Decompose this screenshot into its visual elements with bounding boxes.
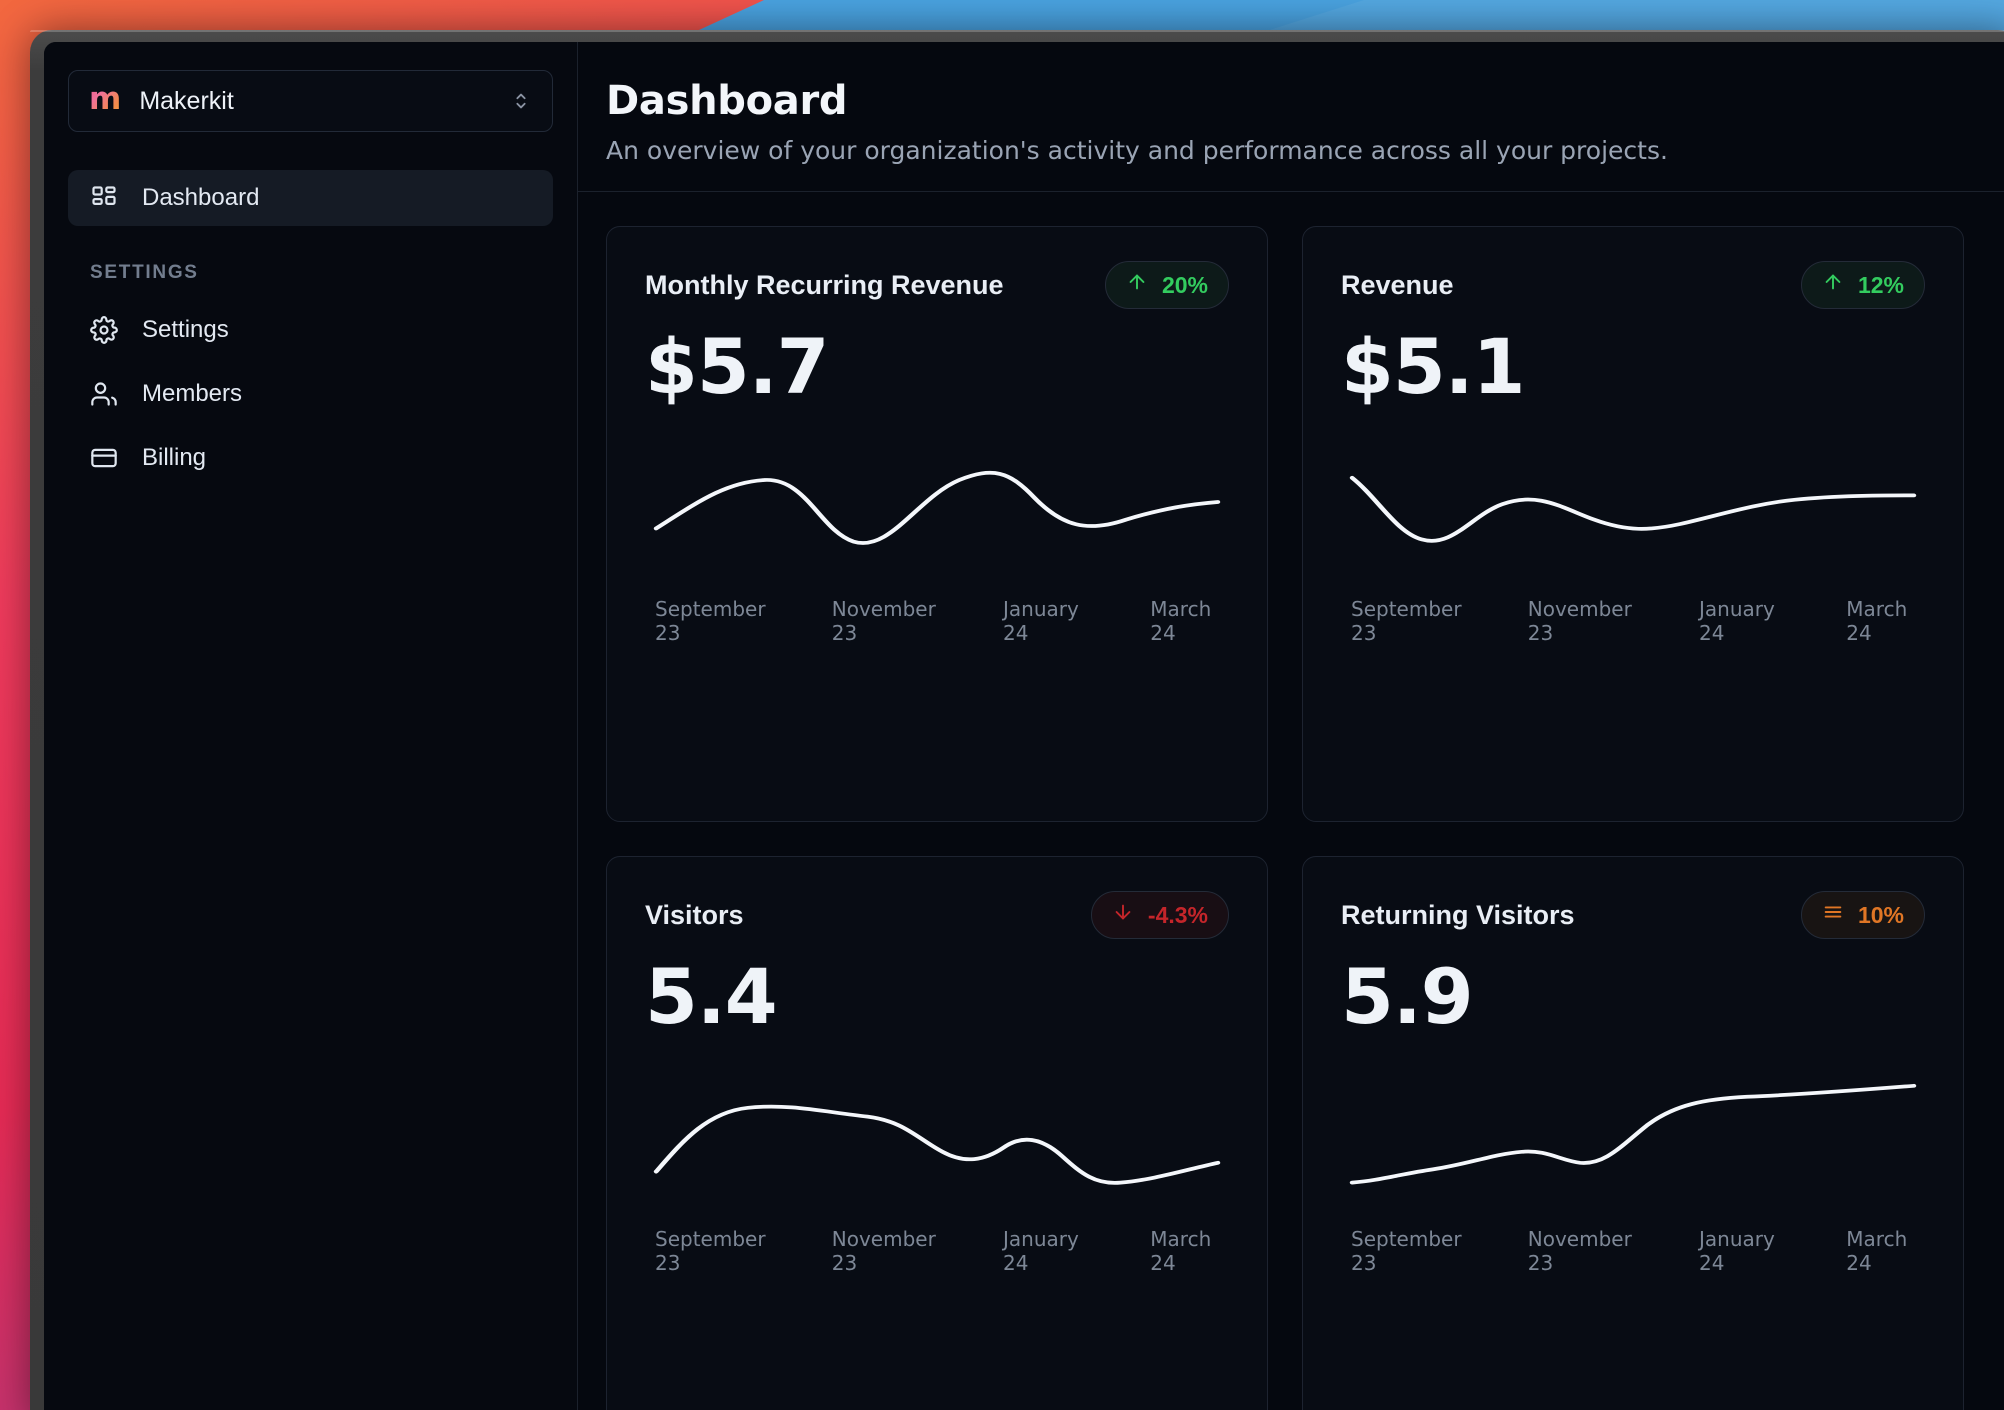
x-tick-label: September 23 — [655, 597, 766, 645]
stat-card-returning-visitors: Returning Visitors 10% 5.9 September 23 — [1302, 856, 1964, 1410]
trend-badge-value: 20% — [1161, 271, 1208, 298]
x-tick-label: September 23 — [1351, 597, 1462, 645]
x-axis-ticks: September 23 November 23 January 24 Marc… — [1341, 597, 1925, 645]
sidebar-item-billing[interactable]: Billing — [68, 430, 553, 486]
x-axis-ticks: September 23 November 23 January 24 Marc… — [1341, 1227, 1925, 1275]
header-divider — [578, 191, 2004, 192]
x-tick-label: March 24 — [1150, 597, 1212, 645]
sidebar-item-label: Billing — [142, 444, 207, 471]
card-value: $5.1 — [1341, 322, 1526, 411]
card-title: Returning Visitors — [1341, 899, 1575, 930]
x-tick-label: January 24 — [1698, 1227, 1775, 1275]
trend-badge[interactable]: 10% — [1800, 891, 1925, 939]
sparkline-chart: September 23 November 23 January 24 Marc… — [645, 447, 1229, 645]
org-switcher[interactable]: m Makerkit — [68, 70, 553, 132]
sparkline-svg — [653, 471, 1221, 545]
trend-badge-value: 10% — [1857, 901, 1904, 928]
x-tick-label: November 23 — [1527, 1227, 1632, 1275]
x-axis-ticks: September 23 November 23 January 24 Marc… — [645, 597, 1229, 645]
sparkline-chart: September 23 November 23 January 24 Marc… — [1341, 1077, 1925, 1275]
trend-badge[interactable]: 20% — [1104, 261, 1229, 309]
x-tick-label: March 24 — [1846, 1227, 1908, 1275]
x-tick-label: September 23 — [1351, 1227, 1462, 1275]
card-header: Returning Visitors 10% — [1341, 891, 1925, 939]
chevron-up-down-icon — [510, 90, 532, 112]
sidebar-settings-group: Settings Members — [68, 302, 553, 486]
sidebar-item-dashboard[interactable]: Dashboard — [68, 170, 553, 226]
makerkit-logo-icon: m — [89, 80, 122, 117]
card-header: Revenue 12% — [1341, 261, 1925, 309]
x-tick-label: January 24 — [1698, 597, 1775, 645]
main-content: Dashboard An overview of your organizati… — [578, 42, 2004, 1410]
arrow-up-icon — [1822, 271, 1844, 299]
sparkline-svg — [653, 1104, 1221, 1185]
sparkline-chart: September 23 November 23 January 24 Marc… — [1341, 447, 1925, 645]
sidebar: m Makerkit Dashboard — [44, 42, 578, 1410]
trend-badge[interactable]: 12% — [1800, 261, 1925, 309]
x-tick-label: January 24 — [1002, 1227, 1079, 1275]
page-subtitle: An overview of your organization's activ… — [606, 136, 1668, 165]
x-tick-label: November 23 — [1527, 597, 1632, 645]
x-tick-label: March 24 — [1846, 597, 1908, 645]
sidebar-section-settings-label: SETTINGS — [90, 262, 199, 283]
x-tick-label: November 23 — [831, 597, 936, 645]
stat-card-visitors: Visitors -4.3% 5.4 September 23 — [606, 856, 1268, 1410]
stat-card-mrr: Monthly Recurring Revenue 20% $5.7 Septe… — [606, 226, 1268, 822]
trend-badge-value: 12% — [1857, 271, 1904, 298]
credit-card-icon — [90, 444, 118, 472]
trend-badge[interactable]: -4.3% — [1090, 891, 1229, 939]
card-header: Monthly Recurring Revenue 20% — [645, 261, 1229, 309]
org-name-label: Makerkit — [139, 86, 234, 115]
card-title: Revenue — [1341, 269, 1454, 300]
card-title: Visitors — [645, 899, 744, 930]
sidebar-item-settings[interactable]: Settings — [68, 302, 553, 358]
arrow-down-icon — [1112, 901, 1134, 929]
app-window: m Makerkit Dashboard — [44, 42, 2004, 1410]
page-header: Dashboard An overview of your organizati… — [578, 42, 2004, 191]
layout-grid-icon — [90, 184, 118, 212]
sidebar-item-members[interactable]: Members — [68, 366, 553, 422]
x-tick-label: November 23 — [831, 1227, 936, 1275]
x-tick-label: March 24 — [1150, 1227, 1212, 1275]
sparkline-svg — [1349, 475, 1917, 543]
card-value: $5.7 — [645, 322, 830, 411]
sparkline-chart: September 23 November 23 January 24 Marc… — [645, 1077, 1229, 1275]
sidebar-nav: Dashboard SETTINGS Settings — [68, 170, 553, 486]
stat-card-revenue: Revenue 12% $5.1 September 23 — [1302, 226, 1964, 822]
card-title: Monthly Recurring Revenue — [645, 269, 1004, 300]
stats-card-grid: Monthly Recurring Revenue 20% $5.7 Septe… — [578, 192, 2004, 1410]
arrow-up-icon — [1126, 271, 1148, 299]
sparkline-svg — [1349, 1083, 1917, 1185]
sidebar-item-label: Settings — [142, 316, 229, 343]
card-header: Visitors -4.3% — [645, 891, 1229, 939]
gear-icon — [90, 316, 118, 344]
users-icon — [90, 380, 118, 408]
card-value: 5.9 — [1341, 952, 1474, 1041]
card-value: 5.4 — [645, 952, 778, 1041]
x-tick-label: September 23 — [655, 1227, 766, 1275]
sidebar-item-label: Dashboard — [142, 184, 260, 211]
trend-badge-value: -4.3% — [1147, 901, 1208, 928]
x-axis-ticks: September 23 November 23 January 24 Marc… — [645, 1227, 1229, 1275]
sidebar-item-label: Members — [142, 380, 243, 407]
page-title: Dashboard — [606, 78, 848, 124]
x-tick-label: January 24 — [1002, 597, 1079, 645]
menu-lines-icon — [1822, 901, 1844, 929]
